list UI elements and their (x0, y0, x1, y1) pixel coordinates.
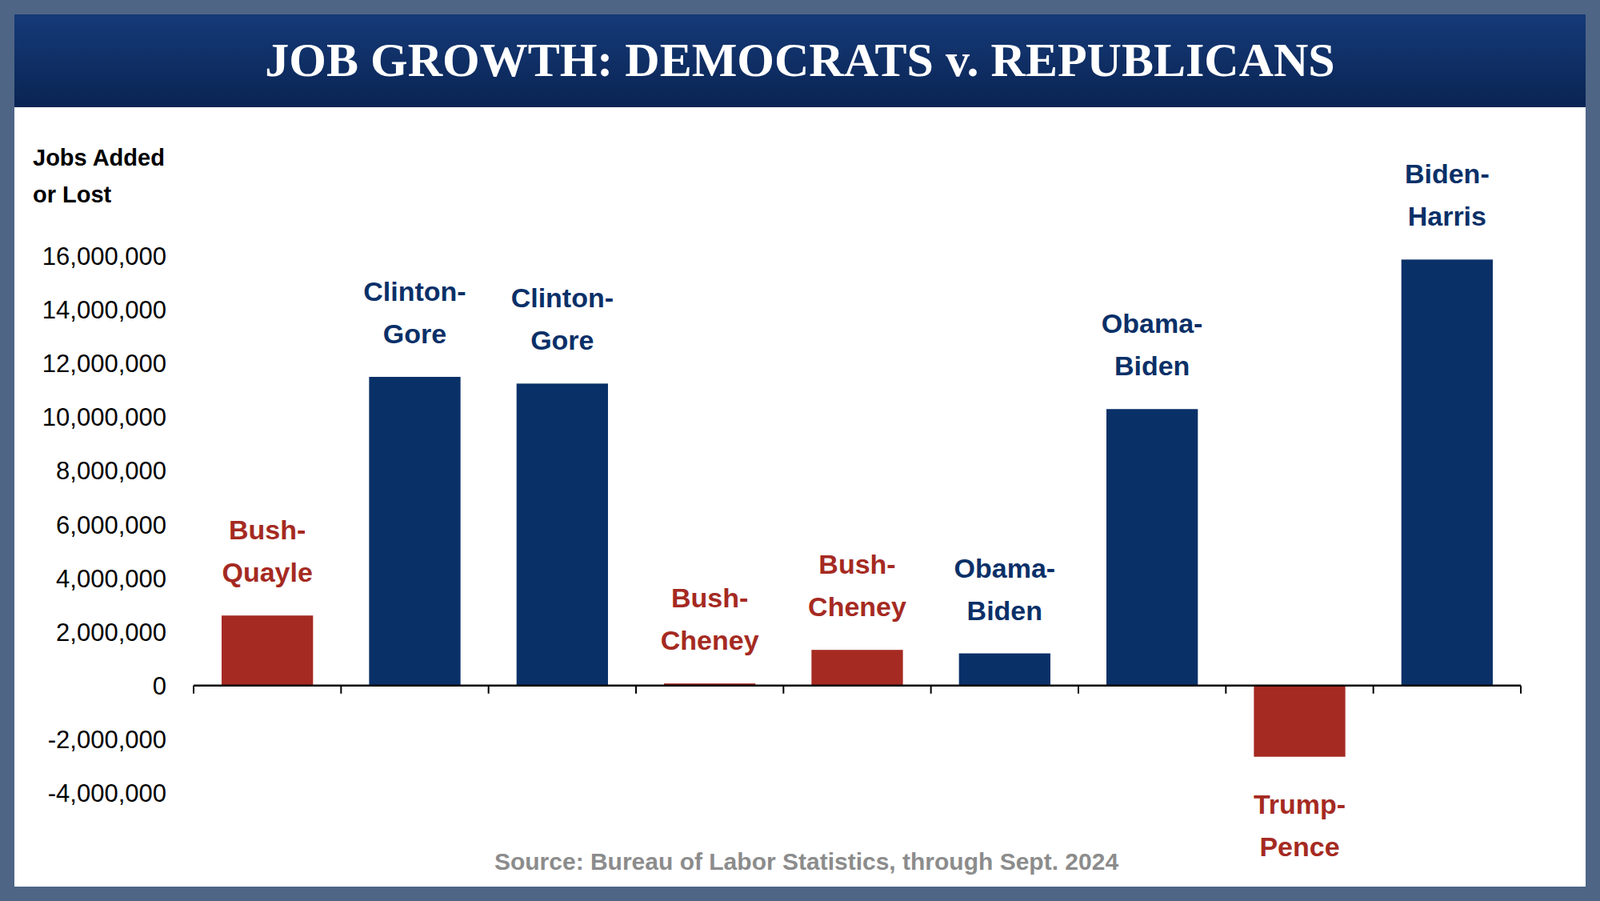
category-label-line: Clinton- (363, 276, 466, 307)
y-tick-label: 10,000,000 (42, 403, 167, 432)
y-tick-label: 12,000,000 (42, 349, 167, 378)
category-label: Trump- Pence (1253, 788, 1346, 862)
y-axis-label-line: Jobs Added (32, 144, 165, 171)
y-tick-label: -2,000,000 (48, 725, 167, 754)
category-label: Obama- Biden (1101, 308, 1204, 381)
category-label-line: Quayle (221, 556, 312, 588)
bar (1253, 685, 1345, 757)
y-tick-label: 6,000,000 (56, 511, 167, 540)
bar (1106, 408, 1198, 686)
category-label-line: Harris (1408, 200, 1487, 232)
category-separator (1224, 685, 1227, 694)
bar (368, 376, 460, 686)
category-label-line: Pence (1259, 831, 1340, 862)
panel (14, 14, 1586, 887)
y-tick-label: 2,000,000 (56, 618, 167, 647)
category-label-line: Bush- (228, 514, 306, 545)
category-label: Bush- Cheney (660, 582, 760, 656)
bar (811, 649, 903, 686)
category-separator (1077, 685, 1080, 694)
bar (959, 653, 1051, 686)
category-label: Bush- Quayle (221, 514, 312, 588)
category-label: Bush- Cheney (808, 548, 907, 622)
category-label-line: Biden (1114, 350, 1190, 381)
category-separator (192, 685, 195, 694)
y-tick-label: 8,000,000 (56, 456, 167, 485)
category-label-line: Cheney (808, 591, 907, 622)
category-separator (1372, 685, 1375, 694)
category-separator (488, 685, 490, 694)
y-axis-label: Jobs Added or Lost (32, 144, 165, 208)
bar (516, 383, 608, 685)
x-axis-line (193, 684, 1521, 688)
source: Source: Bureau of Labor Statistics, thro… (494, 848, 1119, 875)
chart: JOB GROWTH: DEMOCRATS v. REPUBLICANS Jobs… (0, 0, 1600, 901)
bars (221, 259, 1493, 756)
title: JOB GROWTH: DEMOCRATS v. REPUBLICANS (264, 33, 1335, 87)
category-label-line: Clinton- (511, 282, 614, 313)
bar (1401, 259, 1493, 685)
category-label-line: Obama- (954, 552, 1056, 584)
category-label: Clinton- Gore (363, 276, 466, 349)
y-tick-label: 0 (152, 672, 167, 700)
category-label-line: Biden- (1404, 158, 1490, 189)
y-tick-label: 14,000,000 (42, 296, 167, 324)
category-label: Obama- Biden (954, 552, 1056, 626)
category-label-line: Gore (383, 318, 447, 349)
bar (221, 615, 313, 686)
category-separator (340, 685, 342, 694)
y-tick-label: -4,000,000 (48, 779, 167, 808)
category-separator (635, 685, 637, 694)
category-label-line: Obama- (1101, 308, 1204, 339)
category-label-line: Trump- (1253, 788, 1346, 820)
category-label: Biden- Harris (1404, 158, 1490, 232)
category-label-line: Gore (530, 324, 594, 356)
y-tick-label: 4,000,000 (56, 564, 167, 593)
category-label-line: Bush- (671, 582, 748, 613)
title-bar (14, 14, 1586, 108)
category-label-line: Bush- (818, 548, 896, 580)
y-tick-label: 16,000,000 (42, 242, 167, 271)
category-label: Clinton- Gore (511, 282, 614, 356)
category-separator (782, 685, 784, 694)
category-label-line: Biden (967, 595, 1043, 626)
frame (0, 0, 1600, 901)
category-separator (1520, 685, 1522, 694)
y-axis-label-line: or Lost (32, 181, 112, 208)
category-separator (930, 685, 932, 694)
category-label-line: Cheney (660, 624, 760, 656)
